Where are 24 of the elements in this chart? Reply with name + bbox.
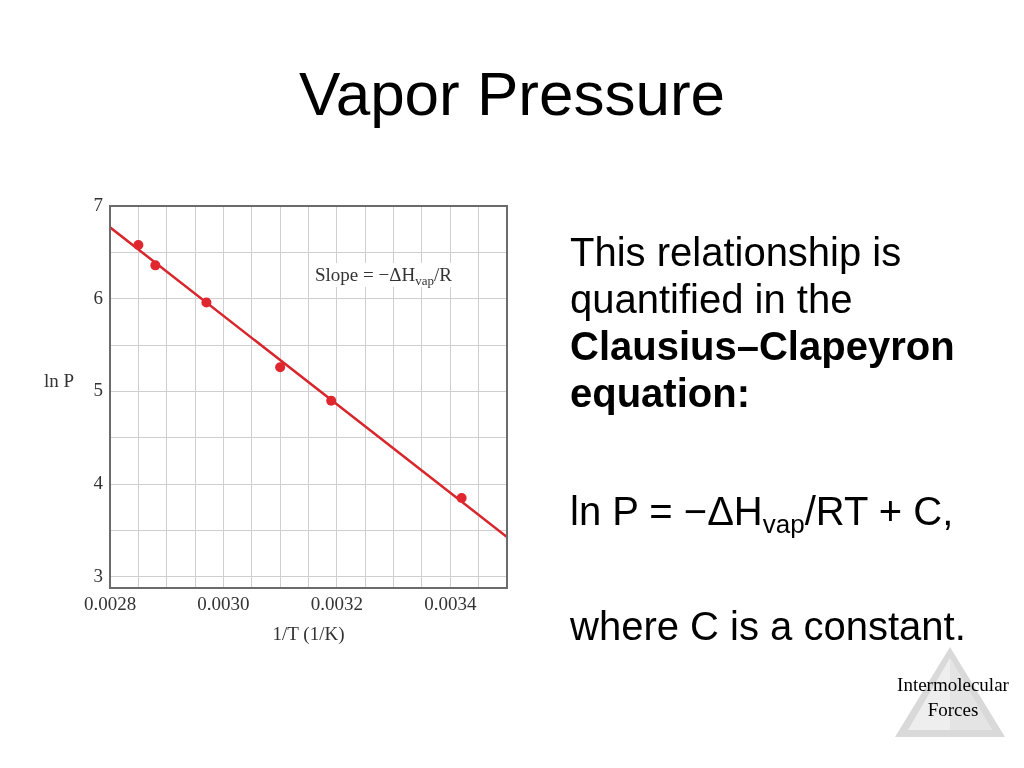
- y-tick-label: 4: [93, 472, 104, 494]
- point: [326, 395, 337, 406]
- point: [133, 239, 144, 250]
- chart-title: Vapor Pressure: [297, 58, 727, 130]
- y-tick-label: 6: [93, 286, 103, 308]
- annotation: Slope = −ΔH$_{vap}$/R: [315, 264, 452, 288]
- x-axis-title: 1/T (1/K): [272, 622, 345, 645]
- point: [456, 493, 467, 504]
- x-tick-label: 0.0034: [424, 593, 477, 615]
- point: [275, 362, 286, 373]
- text: Clausius–Clapeyron equation:: [570, 324, 955, 415]
- y-axis-title: ln P: [44, 370, 75, 392]
- point: [150, 260, 161, 271]
- y-tick-label: 3: [93, 564, 103, 586]
- text: Intermolecular Forces: [897, 674, 1009, 720]
- text: This relationship is quantified in the: [570, 230, 902, 321]
- x-tick-label: 0.0030: [197, 593, 250, 615]
- y-tick-label: 7: [93, 193, 103, 215]
- x-tick-label: 0.0032: [310, 593, 363, 615]
- text: ln P = −ΔH$_{vap}$/RT + C,: [570, 489, 954, 539]
- text: where C is a constant.: [570, 604, 966, 648]
- y-tick-label: 5: [93, 379, 103, 401]
- x-tick-label: 0.0028: [83, 593, 137, 615]
- point: [201, 297, 212, 308]
